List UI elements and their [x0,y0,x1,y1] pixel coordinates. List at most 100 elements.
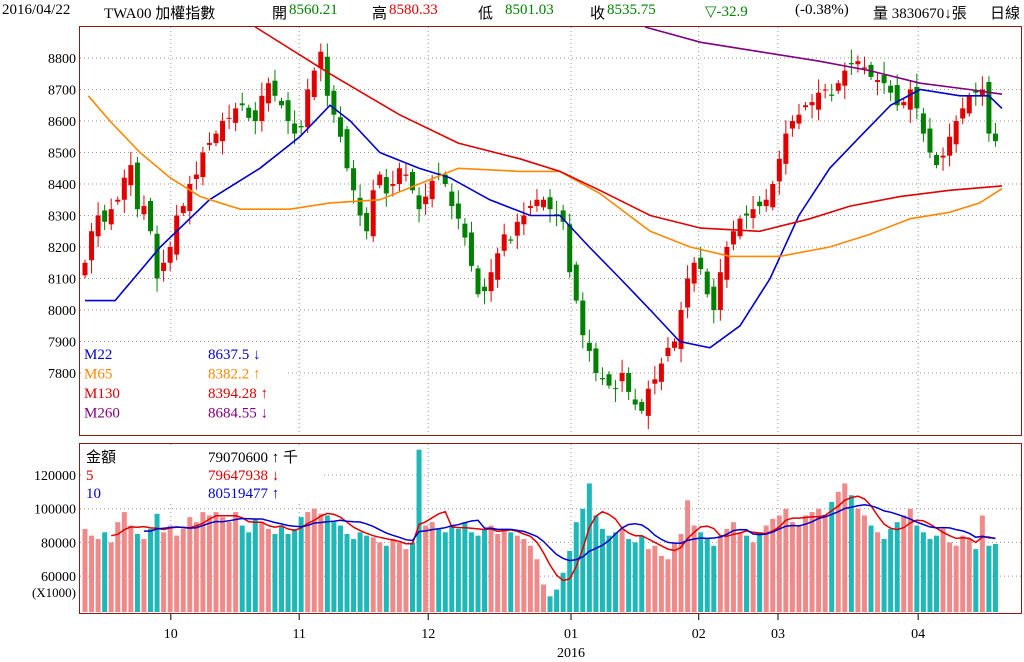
volume-bar [285,533,291,612]
volume-bar [678,533,684,612]
candle-body [370,190,376,237]
candle-body [206,143,212,145]
volume-bar [907,508,913,612]
candle-body [691,262,697,284]
candle-body [560,210,566,222]
candle-body [979,89,985,96]
volume-bar [206,515,212,612]
volume-bar [914,525,920,612]
month-label: 04 [911,627,925,642]
candle-body [652,379,658,384]
candle-body [992,133,998,142]
candle-body [148,201,153,232]
candle-body [861,67,867,69]
volume-bar [89,535,95,612]
open-label: 開 [272,6,288,22]
candle-body [455,203,461,219]
volume-bar [200,512,206,612]
price-tick-label: 8600 [48,115,76,130]
candle-body [449,191,455,207]
candle-body [580,300,586,336]
volume-bar [842,483,848,612]
volume-bar [311,508,317,612]
volume-bar [436,528,442,612]
candle-body [134,162,140,210]
symbol-name: TWA00 加權指數 [104,6,216,22]
low-label: 低 [478,6,494,22]
volume-legend-value: 79647938 ↓ [208,468,279,484]
candle-body [344,129,350,169]
volume-bar [534,559,540,612]
candle-body [803,105,808,108]
volume-bar [960,535,966,612]
volume-bar [233,512,239,612]
volume-bar [875,532,881,612]
candle-body [390,184,396,186]
candle-body [783,133,789,164]
volume-bar [730,522,736,612]
volume-tick-label: 100000 [34,503,76,518]
candle-body [789,121,795,129]
volume-bar [796,525,802,612]
volume-bar [324,515,330,612]
volume-bar [567,550,573,612]
candle-body [252,110,258,121]
candle-body [279,100,284,106]
candle-body [95,215,101,237]
candle-body [82,262,88,276]
period-selector[interactable]: 日線 [990,6,1021,22]
volume-bar [541,584,546,612]
volume-bar [455,528,461,612]
candle-body [265,83,271,104]
volume-bar [770,518,776,612]
price-legend-name: M22 [84,347,112,363]
price-tick-label: 8300 [48,210,76,225]
volume-bar [757,532,763,612]
candle-body [914,86,920,109]
volume-bar [468,532,474,612]
candle-body [298,126,304,128]
volume-bar [527,545,533,612]
price-legend-name: M260 [84,406,120,422]
volume-bar [410,542,415,612]
volume-bar [966,539,972,612]
candle-body [724,247,730,280]
candle-body [717,272,723,310]
candle-body [894,85,900,106]
price-legend-value: 8684.55 ↓ [208,406,268,422]
candle-body [599,378,605,380]
volume-bar [829,501,835,612]
volume-bar [835,491,841,612]
candle-body [639,401,645,411]
volume-bar [803,515,808,612]
candle-body [161,262,167,271]
candle-body [331,90,337,115]
volume-unit-label: (X1000) [32,585,76,600]
volume-bar [377,542,383,612]
volume-legend-name: 5 [86,468,94,484]
candle-body [606,374,612,386]
candle-body [541,199,546,208]
volume-bar [698,532,704,612]
candle-body [665,347,671,356]
volume-bar [953,545,959,612]
volume-bar [901,515,907,612]
candle-body [193,174,199,179]
candle-body [233,108,239,123]
close-label: 收 [590,6,606,22]
price-tick-label: 8100 [48,273,76,288]
volume-bar [475,535,481,612]
volume-legend-value: 79070600 ↑ 千 [208,449,298,466]
candle-body [377,174,383,186]
price-legend-value: 8637.5 ↓ [208,347,261,363]
candle-body [482,286,488,292]
candle-body [881,75,887,84]
candle-body [737,218,743,237]
price-tick-label: 8400 [48,178,76,193]
volume-bar [691,525,697,612]
price-tick-label: 8800 [48,52,76,67]
price-ma-legend: M22 8637.5 ↓ M65 8382.2 ↑ M130 8394.28 ↑ M260 8… [81,343,285,433]
volume-bar [789,522,795,612]
volume-bar [822,515,828,612]
volume-bar [331,522,337,612]
